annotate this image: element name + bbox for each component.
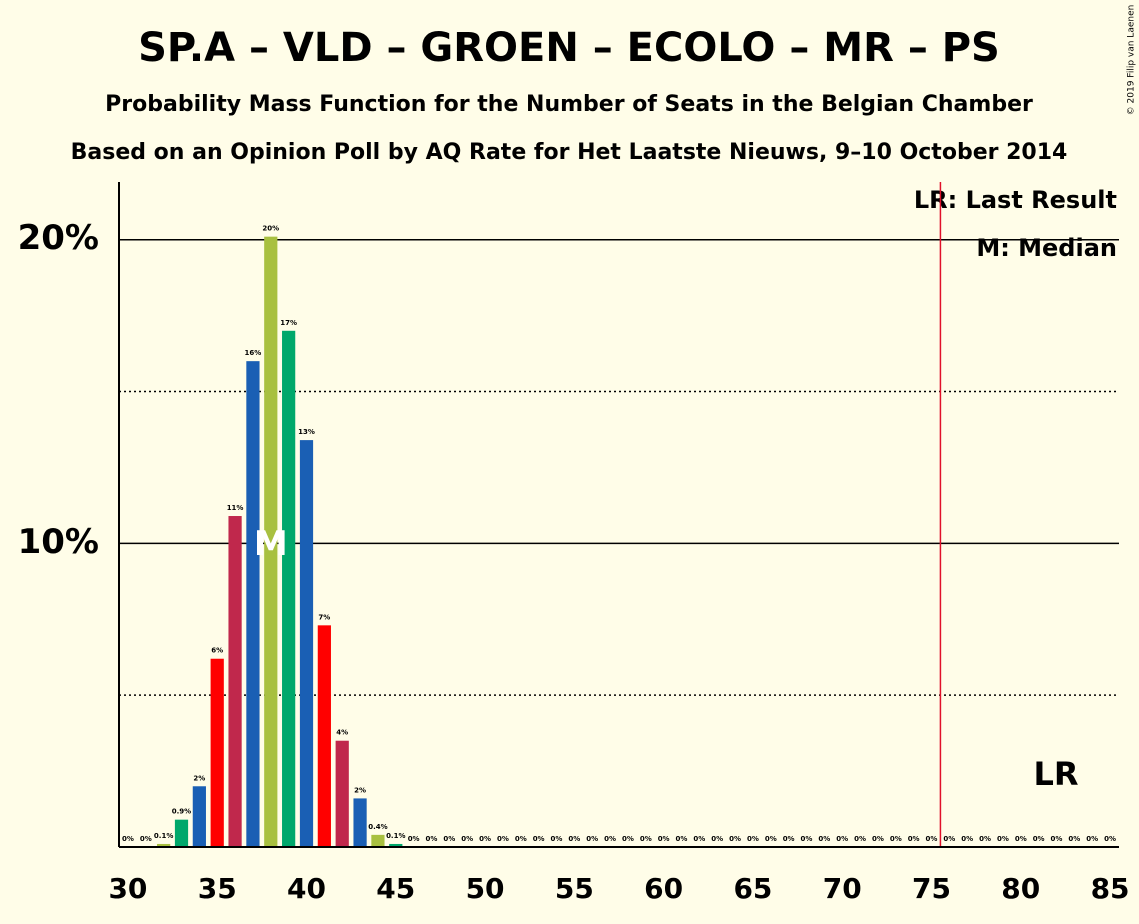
value-label: 0% xyxy=(658,835,670,843)
value-label: 0% xyxy=(943,835,955,843)
bar xyxy=(282,330,296,848)
value-label: 2% xyxy=(354,786,366,794)
y-tick-label: 20% xyxy=(18,218,99,258)
bar xyxy=(157,843,171,847)
value-label: 0% xyxy=(568,835,580,843)
value-label: 0% xyxy=(890,835,902,843)
value-label: 0% xyxy=(854,835,866,843)
value-label: 0% xyxy=(586,835,598,843)
value-label: 0% xyxy=(551,835,563,843)
x-tick-label: 35 xyxy=(198,872,237,905)
value-label: 0.9% xyxy=(172,808,191,816)
bar xyxy=(299,440,314,847)
value-label: 6% xyxy=(211,647,223,655)
value-label: 0% xyxy=(908,835,920,843)
x-tick-label: 60 xyxy=(644,872,683,905)
value-label: 0% xyxy=(426,835,438,843)
value-label: 0% xyxy=(711,835,723,843)
bar xyxy=(335,740,349,847)
value-label: 0% xyxy=(443,835,455,843)
bar xyxy=(353,798,367,847)
value-label: 0% xyxy=(1015,835,1027,843)
value-label: 0.1% xyxy=(154,832,173,840)
value-label: 16% xyxy=(245,349,262,357)
value-label: 0% xyxy=(836,835,848,843)
chart-title: SP.A – VLD – GROEN – ECOLO – MR – PS xyxy=(138,25,1000,71)
value-label: 0% xyxy=(801,835,813,843)
value-label: 0% xyxy=(765,835,777,843)
value-label: 0% xyxy=(872,835,884,843)
value-label: 0% xyxy=(140,835,152,843)
x-tick-label: 50 xyxy=(466,872,505,905)
x-tick-label: 80 xyxy=(1001,872,1040,905)
value-label: 0% xyxy=(515,835,527,843)
value-label: 0% xyxy=(1068,835,1080,843)
value-label: 0% xyxy=(533,835,545,843)
x-tick-label: 30 xyxy=(108,872,147,905)
x-tick-label: 75 xyxy=(912,872,951,905)
value-label: 0% xyxy=(479,835,491,843)
value-label: 13% xyxy=(298,428,315,436)
bar xyxy=(264,236,278,847)
value-label: 0% xyxy=(1104,835,1116,843)
bar xyxy=(228,516,242,847)
value-label: 0% xyxy=(1086,835,1098,843)
value-label: 0% xyxy=(604,835,616,843)
value-label: 17% xyxy=(280,319,297,327)
x-tick-label: 65 xyxy=(733,872,772,905)
value-label: 0% xyxy=(926,835,938,843)
bar xyxy=(246,361,260,847)
value-label: 7% xyxy=(318,613,330,621)
value-label: 0% xyxy=(1033,835,1045,843)
median-marker: M xyxy=(254,524,288,564)
value-label: 0% xyxy=(676,835,688,843)
x-tick-label: 45 xyxy=(376,872,415,905)
bar xyxy=(389,843,403,847)
x-tick-label: 85 xyxy=(1091,872,1130,905)
last-result-marker: LR xyxy=(1033,755,1078,793)
copyright: © 2019 Filip van Laenen xyxy=(1127,5,1137,116)
x-tick-label: 70 xyxy=(823,872,862,905)
value-label: 0% xyxy=(961,835,973,843)
value-label: 0% xyxy=(693,835,705,843)
value-label: 4% xyxy=(336,729,348,737)
x-tick-label: 55 xyxy=(555,872,594,905)
chart-subtitle: Based on an Opinion Poll by AQ Rate for … xyxy=(71,140,1068,165)
value-label: 0% xyxy=(747,835,759,843)
value-label: 0.4% xyxy=(368,823,387,831)
value-label: 0% xyxy=(461,835,473,843)
x-tick-label: 40 xyxy=(287,872,326,905)
value-label: 0% xyxy=(818,835,830,843)
value-label: 0% xyxy=(1051,835,1063,843)
bar xyxy=(192,786,206,847)
value-label: 0% xyxy=(979,835,991,843)
value-label: 0% xyxy=(729,835,741,843)
bar xyxy=(317,625,331,847)
legend-entry: M: Median xyxy=(976,234,1117,262)
value-label: 0.1% xyxy=(386,832,405,840)
bar xyxy=(371,834,385,847)
value-label: 0% xyxy=(622,835,634,843)
value-label: 0% xyxy=(122,835,134,843)
bar xyxy=(210,658,224,847)
value-label: 0% xyxy=(408,835,420,843)
value-label: 0% xyxy=(497,835,509,843)
value-label: 0% xyxy=(997,835,1009,843)
value-label: 0% xyxy=(640,835,652,843)
value-label: 20% xyxy=(262,225,279,233)
value-label: 2% xyxy=(193,774,205,782)
bar xyxy=(174,819,189,847)
legend-entry: LR: Last Result xyxy=(914,186,1117,214)
value-label: 11% xyxy=(227,504,244,512)
y-tick-label: 10% xyxy=(18,522,99,562)
value-label: 0% xyxy=(783,835,795,843)
chart-subtitle: Probability Mass Function for the Number… xyxy=(105,92,1033,117)
